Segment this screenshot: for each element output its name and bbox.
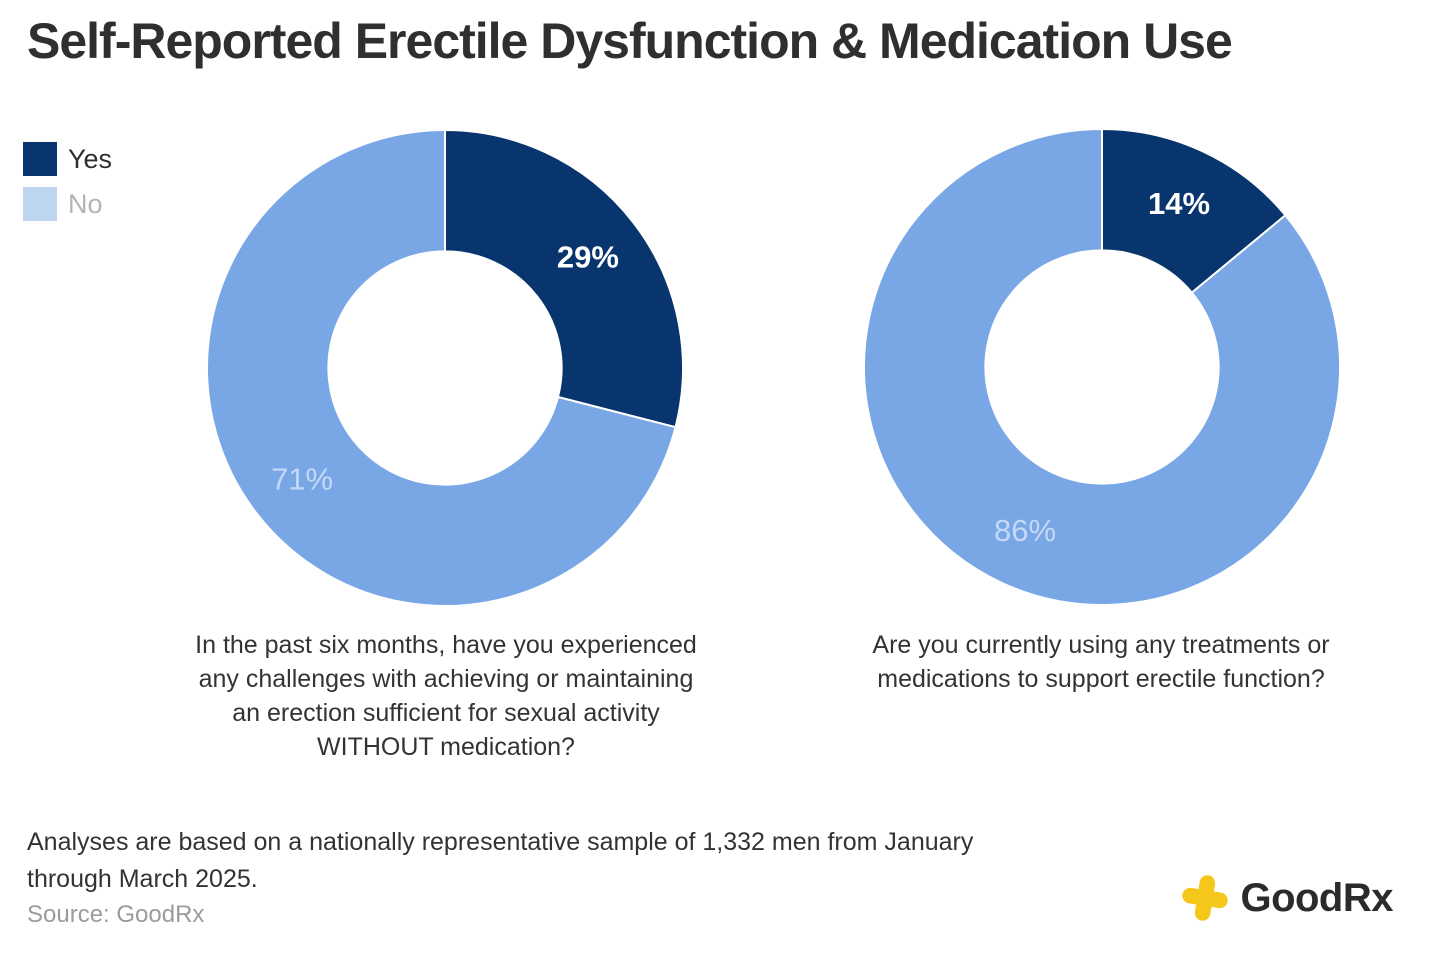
donut-slice-no (863, 127, 1341, 606)
donut-chart-ed-experience: 29% 71% (206, 128, 684, 607)
goodrx-plus-icon (1182, 875, 1229, 921)
legend-label-no: No (68, 189, 103, 219)
donut-slice-yes (444, 128, 684, 429)
donut-slice-no (206, 128, 677, 607)
source-attribution: Source: GoodRx (27, 901, 205, 928)
legend: Yes No (23, 142, 112, 232)
methodology-note: Analyses are based on a nationally repre… (27, 828, 974, 893)
slice-data-label: 86% (994, 513, 1056, 548)
legend-swatch-no (23, 187, 57, 221)
legend-swatch-yes (23, 142, 57, 176)
legend-item-yes: Yes (23, 142, 112, 176)
chart-caption-medication-use: Are you currently using any treatments o… (872, 631, 1330, 693)
slice-data-label: 29% (557, 240, 619, 275)
goodrx-logo: GoodRx (1179, 872, 1393, 924)
slice-data-label: 14% (1148, 186, 1210, 221)
page-title: Self-Reported Erectile Dysfunction & Med… (27, 13, 1233, 69)
legend-item-no: No (23, 187, 112, 221)
donut-chart-medication-use: 14% 86% (863, 127, 1341, 606)
legend-label-yes: Yes (68, 144, 113, 174)
donut-slice-yes (1101, 127, 1287, 295)
slice-data-label: 71% (271, 461, 333, 496)
chart-caption-ed-experience: In the past six months, have you experie… (195, 631, 697, 761)
goodrx-logo-text: GoodRx (1240, 875, 1393, 920)
